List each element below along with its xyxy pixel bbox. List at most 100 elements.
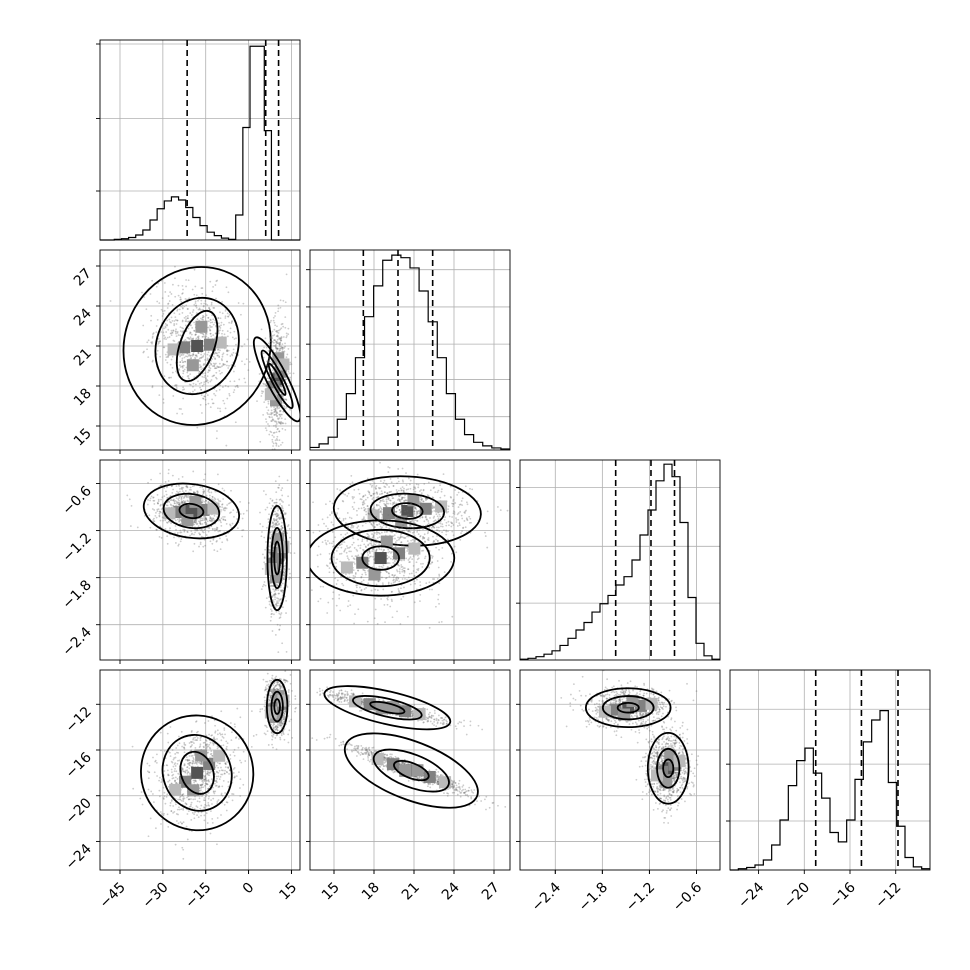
sample-point [383, 479, 386, 482]
hist-1-steps [310, 254, 510, 450]
sample-point [196, 490, 199, 493]
sample-point [279, 386, 282, 388]
sample-point [285, 406, 288, 408]
sample-point [275, 513, 278, 516]
sample-point [266, 411, 269, 414]
sample-point [282, 530, 285, 532]
sample-point [382, 524, 385, 527]
sample-point [280, 528, 283, 531]
sample-point [436, 535, 438, 537]
sample-point [270, 420, 272, 422]
sample-point [387, 471, 390, 473]
sample-point [193, 521, 196, 524]
sample-point [214, 358, 217, 361]
sample-point [233, 338, 236, 340]
sample-point [201, 523, 204, 525]
sample-point [446, 538, 449, 541]
sample-point [381, 508, 383, 511]
sample-point [356, 514, 358, 516]
sample-point [214, 357, 216, 360]
sample-point [261, 553, 264, 556]
sample-point [199, 533, 201, 536]
sample-point [216, 354, 219, 357]
contour-0-0 [332, 475, 482, 547]
sample-point [276, 604, 279, 607]
sample-point [207, 402, 210, 405]
sample-point [276, 524, 279, 527]
contour-0-2 [178, 502, 205, 520]
sample-point [270, 319, 273, 322]
sample-point [444, 542, 447, 545]
sample-point [147, 499, 149, 501]
sample-point [151, 508, 154, 510]
sample-point [461, 517, 464, 520]
sample-point [278, 417, 281, 420]
sample-point [410, 572, 413, 575]
sample-point [214, 332, 217, 335]
sample-point [157, 498, 160, 501]
sample-point [413, 510, 415, 513]
sample-point [401, 496, 404, 499]
sample-point [263, 581, 266, 583]
sample-point [273, 339, 276, 341]
sample-point [270, 525, 273, 528]
sample-point [357, 538, 359, 541]
sample-point [279, 328, 282, 331]
sample-point [286, 334, 288, 337]
sample-point [174, 502, 176, 505]
scatter-panel-2-0 [96, 459, 301, 664]
contour-0-2 [391, 502, 424, 520]
sample-point [407, 530, 410, 532]
sample-point [182, 486, 185, 489]
sample-point [212, 307, 215, 309]
sample-point [281, 642, 284, 645]
sample-point [109, 300, 112, 302]
sample-point [179, 522, 182, 525]
sample-point [210, 303, 213, 306]
sample-point [455, 517, 457, 520]
sample-point [347, 527, 350, 530]
sample-point [279, 349, 282, 352]
sample-point [394, 527, 397, 530]
sample-point [367, 544, 369, 547]
sample-point [183, 502, 186, 504]
sample-point [148, 514, 151, 517]
sample-point [416, 554, 419, 557]
sample-point [447, 520, 450, 523]
sample-point [284, 342, 286, 345]
sample-point [275, 346, 277, 349]
sample-point [166, 307, 169, 309]
sample-point [431, 588, 433, 591]
contour-0-2 [175, 309, 219, 383]
density-cell [277, 358, 290, 371]
sample-point [428, 566, 430, 569]
sample-point [274, 345, 277, 347]
sample-point [283, 405, 286, 408]
sample-point [419, 535, 422, 538]
sample-point [173, 536, 175, 539]
sample-point [217, 407, 219, 410]
sample-point [414, 486, 416, 489]
sample-point [423, 482, 426, 485]
sample-point [171, 474, 174, 477]
sample-point [171, 355, 174, 358]
sample-point [236, 386, 239, 389]
sample-point [421, 516, 424, 519]
sample-point [426, 518, 428, 521]
sample-point [359, 586, 361, 589]
sample-point [202, 397, 204, 400]
sample-point [275, 414, 278, 417]
sample-point [186, 495, 188, 498]
sample-point [283, 578, 285, 580]
sample-point [284, 326, 287, 329]
sample-point [260, 328, 263, 331]
sample-point [196, 491, 199, 494]
sample-point [316, 554, 319, 557]
sample-point [161, 516, 164, 519]
sample-point [334, 577, 337, 580]
sample-point [174, 265, 176, 268]
sample-point [158, 510, 161, 513]
sample-point [416, 513, 419, 515]
sample-point [198, 382, 201, 385]
hist-panel-3 [726, 669, 931, 871]
